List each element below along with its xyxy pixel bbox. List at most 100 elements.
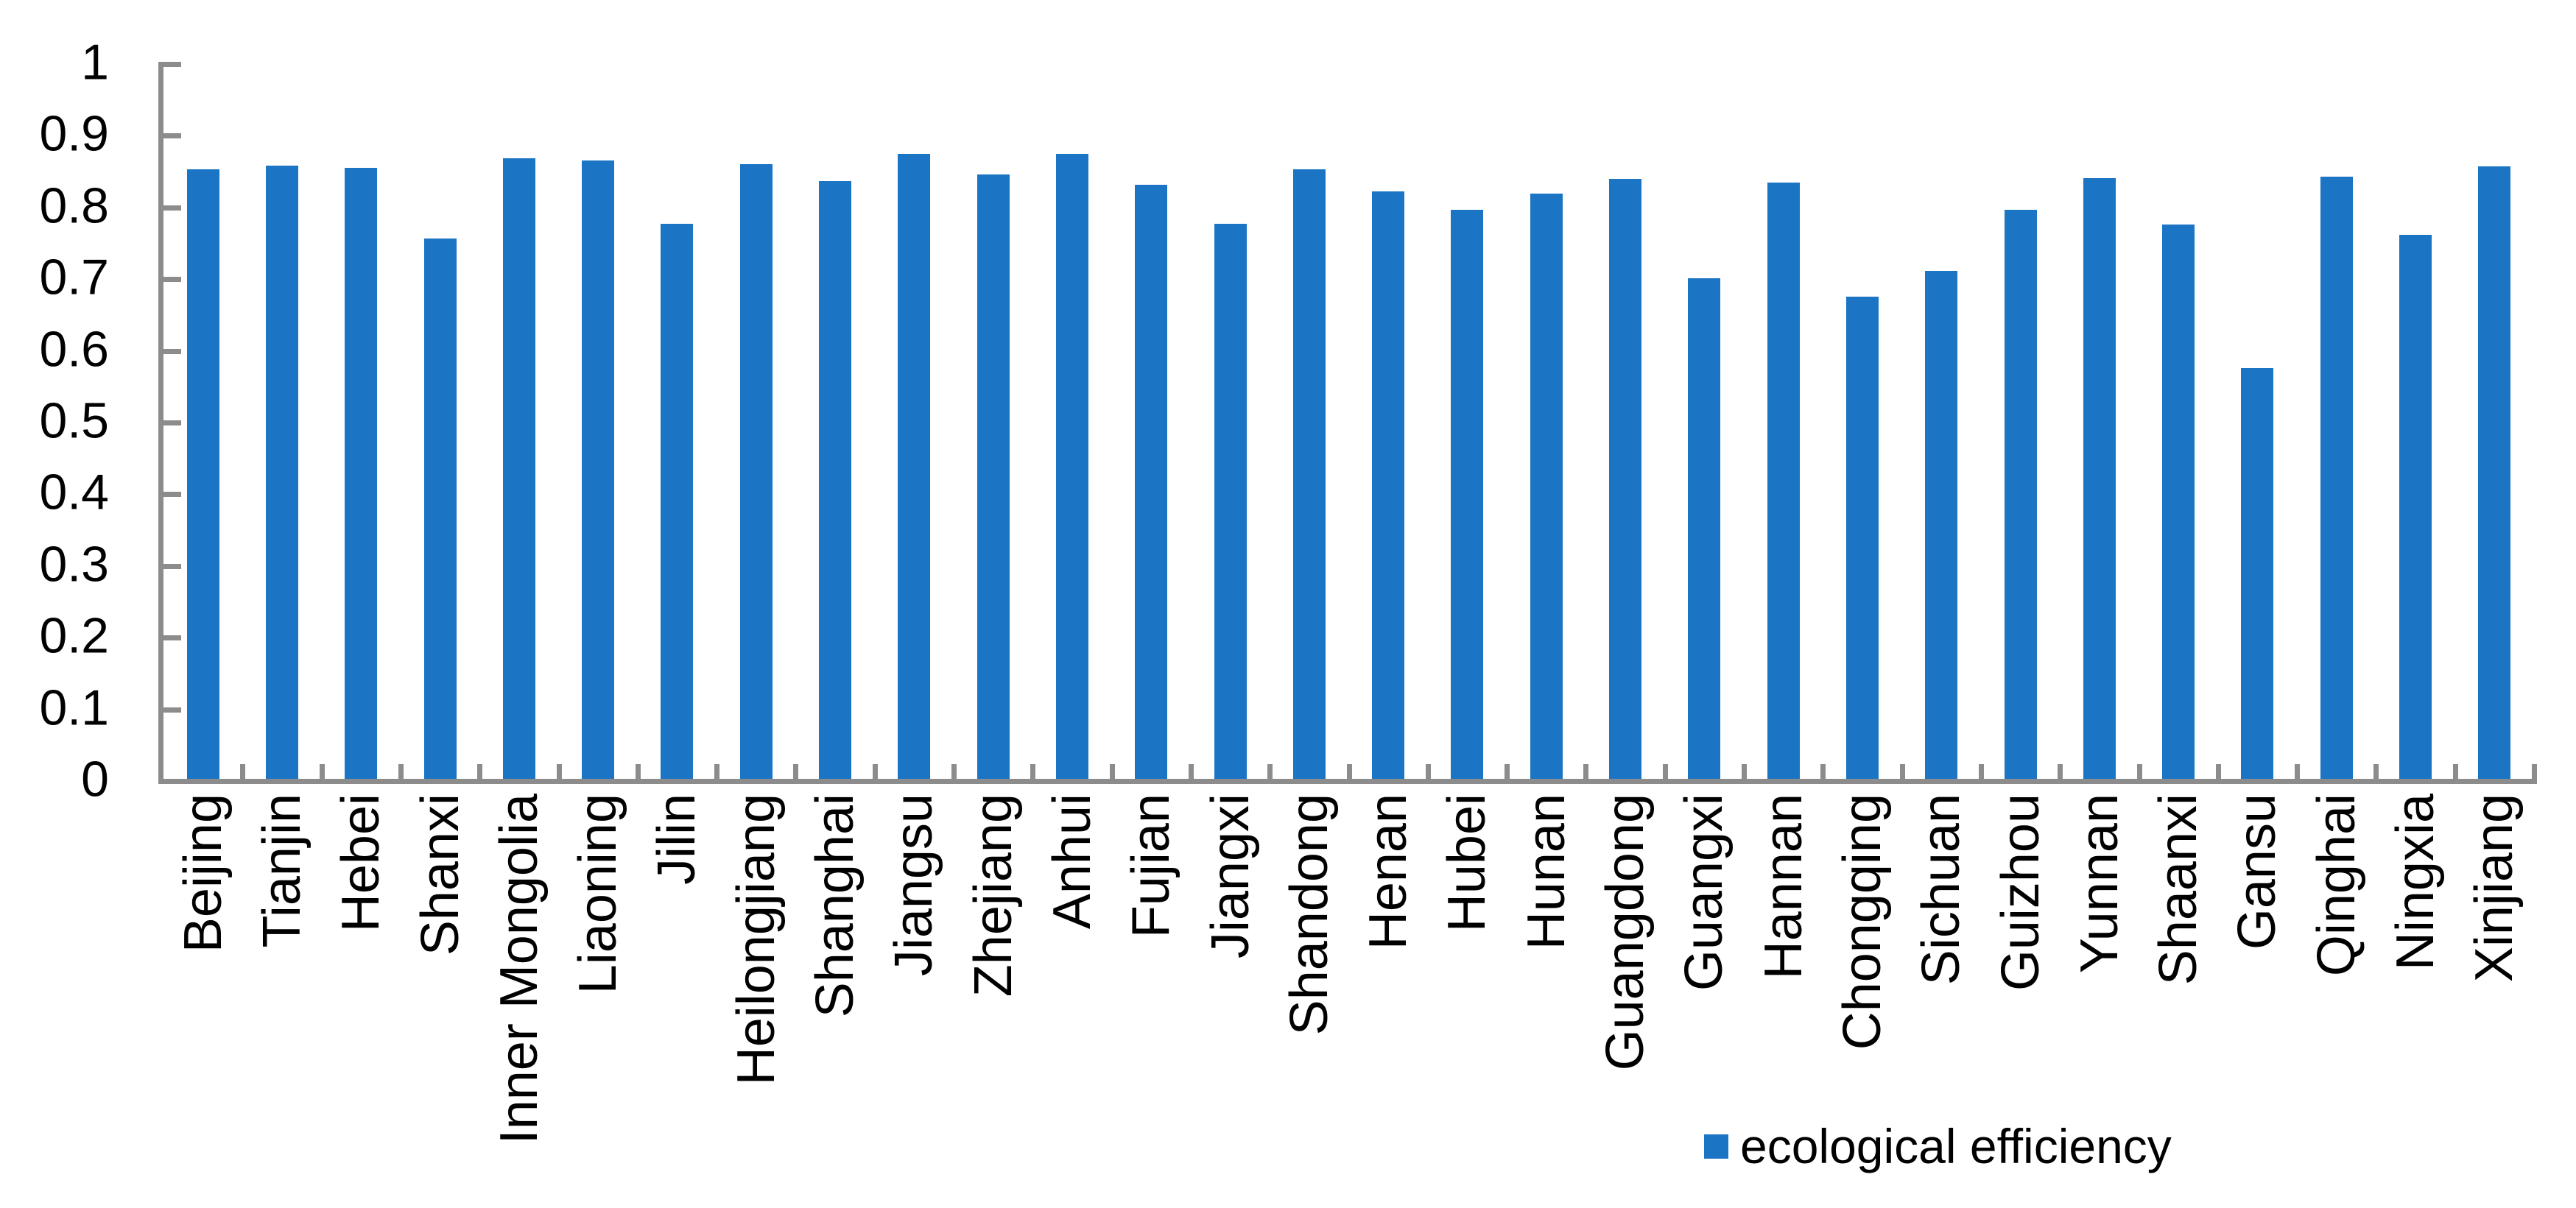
y-tick-label-0-4: 0.4	[39, 464, 109, 520]
bar-zhejiang[interactable]	[977, 174, 1010, 781]
x-tick	[2452, 764, 2458, 784]
bar-gansu[interactable]	[2241, 368, 2273, 781]
bar-shanxi[interactable]	[424, 239, 457, 781]
bar-shaanxi[interactable]	[2162, 225, 2195, 781]
bar-tianjin[interactable]	[266, 166, 298, 781]
x-label-henan: Henan	[1359, 794, 1418, 950]
x-label-xinjiang: Xinjiang	[2465, 794, 2524, 983]
bar-inner-mongolia[interactable]	[503, 158, 535, 781]
y-axis-line	[158, 62, 163, 784]
y-tick-label-0-9: 0.9	[39, 105, 109, 162]
bar-xinjiang[interactable]	[2478, 166, 2510, 781]
bar-shanghai[interactable]	[819, 181, 851, 781]
x-label-shandong: Shandong	[1280, 794, 1339, 1036]
x-label-jiangxi: Jiangxi	[1201, 794, 1260, 959]
bar-jiangxi[interactable]	[1214, 224, 1247, 781]
x-tick	[398, 764, 404, 784]
x-label-anhui: Anhui	[1043, 794, 1102, 930]
bar-anhui[interactable]	[1056, 154, 1088, 781]
y-tick	[163, 277, 181, 283]
bar-beijing[interactable]	[187, 169, 219, 781]
bar-jilin[interactable]	[661, 224, 693, 781]
bar-henan[interactable]	[1372, 191, 1404, 781]
legend-swatch-icon	[1704, 1134, 1728, 1159]
x-tick	[714, 764, 720, 784]
y-tick	[163, 205, 181, 211]
x-tick	[2295, 764, 2301, 784]
x-tick	[2215, 764, 2221, 784]
x-tick	[2058, 764, 2063, 784]
y-tick	[163, 62, 181, 67]
x-tick	[240, 764, 246, 784]
y-tick-label-0-2: 0.2	[39, 607, 109, 664]
x-label-tianjin: Tianjin	[253, 794, 312, 948]
y-tick-label-1: 1	[81, 34, 109, 91]
x-tick	[1109, 764, 1115, 784]
y-tick	[163, 707, 181, 713]
bar-fujian[interactable]	[1135, 185, 1167, 781]
x-label-gansu: Gansu	[2228, 794, 2287, 950]
x-tick	[951, 764, 957, 784]
bar-ningxia[interactable]	[2399, 235, 2432, 781]
y-tick	[163, 563, 181, 569]
y-tick	[163, 492, 181, 498]
bar-heilongjiang[interactable]	[740, 164, 773, 781]
bar-hubei[interactable]	[1451, 210, 1483, 781]
y-tick-label-0-6: 0.6	[39, 320, 109, 377]
y-tick-label-0: 0	[81, 751, 109, 808]
x-label-jilin: Jilin	[647, 794, 706, 886]
y-tick	[163, 133, 181, 139]
bar-sichuan[interactable]	[1925, 271, 1957, 781]
bar-qinghai[interactable]	[2320, 177, 2353, 781]
x-tick	[556, 764, 562, 784]
y-tick-label-0-8: 0.8	[39, 177, 109, 234]
y-tick	[163, 635, 181, 641]
x-tick	[1188, 764, 1194, 784]
x-label-qinghai: Qinghai	[2307, 794, 2366, 977]
x-label-hunan: Hunan	[1517, 794, 1576, 950]
bar-hebei[interactable]	[345, 168, 377, 781]
x-label-ningxia: Ningxia	[2386, 794, 2445, 971]
y-tick-label-0-3: 0.3	[39, 536, 109, 593]
x-tick	[1820, 764, 1826, 784]
x-label-guangdong: Guangdong	[1596, 794, 1655, 1071]
x-tick	[1505, 764, 1510, 784]
x-tick	[1742, 764, 1747, 784]
bar-hannan[interactable]	[1767, 183, 1800, 781]
x-tick	[1662, 764, 1668, 784]
bar-guangdong[interactable]	[1609, 179, 1641, 781]
x-label-hebei: Hebei	[331, 794, 390, 933]
bar-chongqing[interactable]	[1846, 297, 1879, 781]
x-label-heilongjiang: Heilongjiang	[727, 794, 786, 1086]
y-tick	[163, 348, 181, 354]
y-tick	[163, 420, 181, 425]
y-tick-label-0-1: 0.1	[39, 679, 109, 735]
bar-jiangsu[interactable]	[898, 154, 930, 781]
x-tick	[1978, 764, 1984, 784]
x-tick	[1030, 764, 1036, 784]
x-tick	[1583, 764, 1589, 784]
x-tick	[1267, 764, 1273, 784]
x-label-zhejiang: Zhejiang	[964, 794, 1023, 997]
bar-hunan[interactable]	[1530, 194, 1563, 781]
x-label-jiangsu: Jiangsu	[884, 794, 943, 977]
x-axis-line	[158, 779, 2534, 784]
bar-guangxi[interactable]	[1688, 278, 1720, 781]
x-tick	[1346, 764, 1352, 784]
x-tick	[477, 764, 483, 784]
legend[interactable]: ecological efficiency	[1704, 1122, 2172, 1170]
x-tick	[319, 764, 325, 784]
y-tick-label-0-7: 0.7	[39, 249, 109, 305]
bar-shandong[interactable]	[1293, 169, 1326, 781]
bar-liaoning[interactable]	[582, 160, 614, 781]
x-tick	[2532, 764, 2537, 784]
bar-yunnan[interactable]	[2083, 178, 2116, 781]
x-label-inner-mongolia: Inner Mongolia	[490, 794, 549, 1145]
x-tick	[1425, 764, 1431, 784]
x-tick	[2136, 764, 2142, 784]
legend-label: ecological efficiency	[1740, 1119, 2172, 1173]
x-tick	[1899, 764, 1905, 784]
bar-guizhou[interactable]	[2005, 210, 2037, 781]
